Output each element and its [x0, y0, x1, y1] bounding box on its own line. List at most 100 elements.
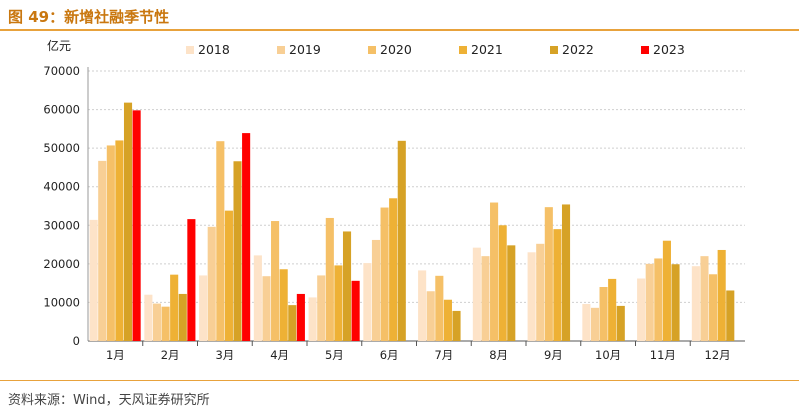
bar-2020 [599, 287, 608, 341]
bar-2021 [279, 269, 288, 341]
bar-2021 [389, 198, 398, 341]
bar-2020 [106, 145, 115, 341]
legend-swatch-2022 [550, 46, 558, 54]
bar-2018 [472, 247, 481, 341]
bar-2022 [178, 293, 187, 341]
bar-2021 [170, 274, 179, 341]
bar-2022 [342, 231, 352, 341]
bar-2018 [253, 255, 262, 341]
legend-swatch-2018 [186, 46, 194, 54]
bar-2021 [498, 225, 507, 341]
legend-swatch-2019 [277, 46, 285, 54]
bar-2020 [325, 217, 334, 341]
x-tick-label: 5月 [325, 348, 344, 362]
bar-2023 [242, 133, 251, 341]
legend: 2018 2019 2020 2021 2022 2023 [186, 42, 685, 57]
x-tick-label: 1月 [106, 348, 125, 362]
bar-2018 [527, 252, 536, 341]
bar-2022 [616, 305, 625, 341]
y-tick-label: 50000 [43, 141, 80, 155]
y-axis-ticks: 0 10000 20000 30000 40000 50000 60000 70000 [43, 64, 80, 348]
chart-title: 图 49：新增社融季节性 [8, 8, 170, 26]
legend-swatch-2023 [641, 46, 649, 54]
bar-2019 [426, 291, 435, 341]
bar-2022 [671, 264, 680, 341]
y-tick-label: 40000 [43, 180, 80, 194]
legend-swatch-2020 [368, 46, 376, 54]
bar-2018 [89, 219, 98, 341]
legend-label-2018: 2018 [198, 42, 230, 57]
y-tick-label: 70000 [43, 64, 80, 78]
grid-lines [87, 67, 745, 342]
bar-2019 [152, 303, 162, 341]
title-divider [0, 29, 799, 31]
bar-2019 [207, 226, 216, 341]
x-tick-label: 2月 [161, 348, 180, 362]
bar-2023 [132, 110, 141, 341]
y-tick-label: 30000 [43, 218, 80, 232]
bar-2018 [418, 270, 427, 341]
bar-2019 [645, 263, 654, 341]
source-note: 资料来源：Wind，天风证券研究所 [8, 393, 210, 408]
bar-2019 [317, 275, 326, 341]
x-tick-label: 3月 [215, 348, 234, 362]
legend-label-2022: 2022 [562, 42, 594, 57]
bar-2019 [262, 276, 271, 341]
bar-2018 [691, 266, 700, 341]
x-tick-label: 8月 [489, 348, 508, 362]
x-tick-label: 6月 [380, 348, 399, 362]
y-tick-label: 0 [73, 334, 80, 348]
y-tick-label: 60000 [43, 103, 80, 117]
bar-2019 [536, 243, 545, 341]
bar-2021 [115, 140, 124, 341]
x-tick-label: 4月 [270, 348, 289, 362]
bar-2022 [726, 290, 735, 341]
bar-2021 [443, 299, 452, 341]
bar-2020 [380, 207, 389, 341]
x-tick-label: 7月 [434, 348, 453, 362]
bar-2021 [662, 240, 671, 341]
bar-2022 [123, 102, 133, 341]
bar-2021 [224, 210, 233, 341]
bar-2023 [296, 293, 305, 341]
x-tick-label: 9月 [544, 348, 563, 362]
bar-2019 [590, 307, 600, 341]
bar-2022 [288, 305, 297, 341]
x-tick-label: 12月 [705, 348, 731, 362]
bar-2020 [271, 221, 280, 341]
bar-2020 [654, 258, 663, 341]
legend-swatch-2021 [459, 46, 467, 54]
bar-2022 [561, 204, 571, 341]
bar-2021 [717, 249, 726, 341]
bar-2018 [144, 294, 153, 341]
legend-label-2021: 2021 [471, 42, 503, 57]
bar-2019 [481, 256, 490, 341]
bar-2019 [371, 239, 381, 341]
bar-2018 [582, 303, 591, 341]
bar-2020 [544, 207, 553, 341]
bar-2020 [161, 306, 170, 341]
bar-2018 [199, 275, 208, 341]
bar-2018 [637, 278, 646, 341]
bar-2018 [363, 263, 372, 341]
bar-2018 [308, 297, 317, 341]
legend-label-2019: 2019 [289, 42, 321, 57]
footer-divider [0, 380, 799, 381]
legend-label-2020: 2020 [380, 42, 412, 57]
bar-chart: 0 10000 20000 30000 40000 50000 60000 70000 1月 2… [43, 38, 745, 362]
bar-2020 [216, 141, 225, 341]
bars [89, 102, 735, 341]
y-axis-label: 亿元 [47, 38, 71, 53]
bar-2019 [98, 160, 107, 341]
y-tick-label: 20000 [43, 257, 80, 271]
x-tick-label: 11月 [650, 348, 676, 362]
x-axis-ticks: 1月 2月 3月 4月 5月 6月 7月 8月 9月 10月 11月 12月 [106, 341, 731, 362]
bar-2020 [490, 202, 499, 341]
bar-2023 [187, 219, 196, 341]
bar-2021 [334, 265, 343, 341]
bar-2022 [507, 245, 516, 341]
bar-2020 [435, 275, 444, 341]
x-tick-label: 10月 [595, 348, 621, 362]
bar-2022 [397, 140, 406, 341]
bar-2023 [351, 280, 360, 341]
